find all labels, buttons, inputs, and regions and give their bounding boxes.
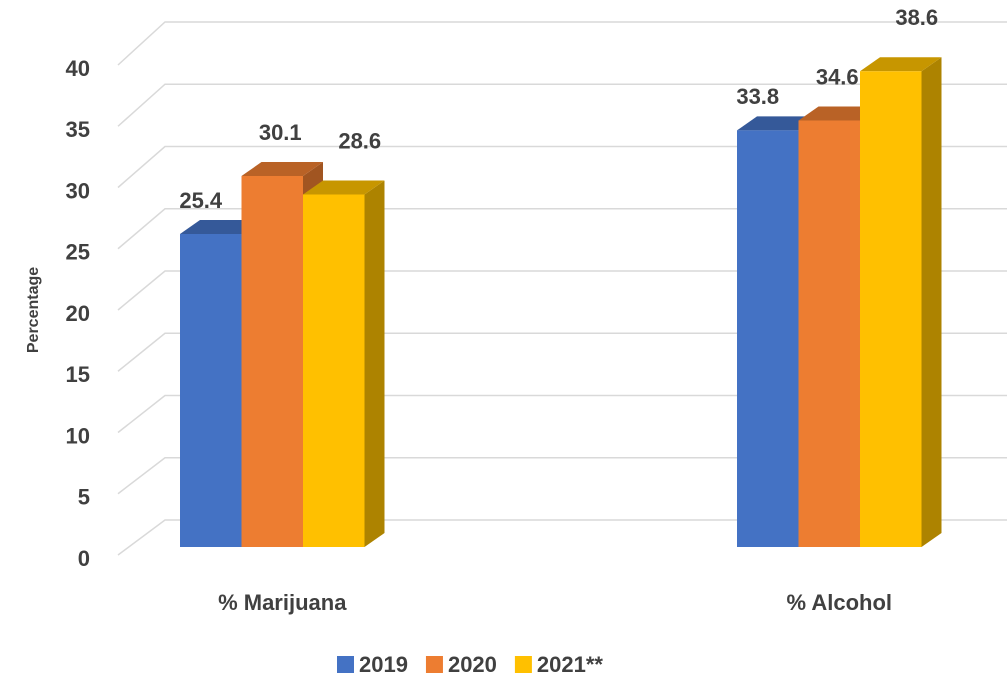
x-tick-label: % Marijuana <box>218 590 347 615</box>
legend-swatch <box>425 656 443 673</box>
bar-top <box>798 106 880 121</box>
grid-line <box>117 332 1007 372</box>
grid-line <box>117 21 1007 66</box>
bar-top <box>737 116 819 131</box>
legend-label: 2019 <box>359 652 408 677</box>
grid-line <box>117 270 1007 311</box>
data-label: 34.6 <box>816 64 859 89</box>
bar-front <box>860 71 922 547</box>
y-tick-label: 25 <box>66 240 90 265</box>
y-tick-label: 0 <box>78 546 90 571</box>
bar <box>303 180 385 547</box>
grid-line <box>117 83 1007 127</box>
bar-side <box>364 180 385 547</box>
bar-front <box>241 176 303 547</box>
bar-top <box>241 162 323 177</box>
grid-line <box>117 145 1007 189</box>
bar-front <box>303 194 365 547</box>
bar-top <box>180 219 262 234</box>
bar-front <box>737 130 799 548</box>
bar-top <box>860 57 942 72</box>
bar-top <box>303 180 385 195</box>
y-tick-label: 40 <box>66 56 90 81</box>
bar-front <box>180 233 242 547</box>
data-label: 38.6 <box>895 5 938 30</box>
y-tick-label: 35 <box>66 117 90 142</box>
x-tick-label: % Alcohol <box>786 590 892 615</box>
bar-side <box>921 57 942 547</box>
grid-line <box>117 457 1007 495</box>
y-axis-title: Percentage <box>25 267 42 353</box>
data-label: 28.6 <box>338 128 381 153</box>
y-tick-label: 15 <box>66 362 90 387</box>
legend-swatch <box>514 656 532 673</box>
y-tick-label: 30 <box>66 178 90 203</box>
legend-swatch <box>337 656 354 673</box>
grid-line <box>117 519 1007 556</box>
y-tick-label: 20 <box>66 301 90 326</box>
grid-line <box>117 208 1007 250</box>
data-label: 25.4 <box>179 188 223 213</box>
bar-front <box>798 120 860 548</box>
bar <box>860 57 942 547</box>
legend-label: 2020 <box>448 652 497 677</box>
y-tick-label: 5 <box>78 485 90 510</box>
y-tick-label: 10 <box>66 423 90 448</box>
data-label: 30.1 <box>259 120 302 145</box>
data-label: 33.8 <box>736 84 779 109</box>
grid-line <box>117 394 1007 434</box>
legend-label: 2021** <box>537 652 604 677</box>
